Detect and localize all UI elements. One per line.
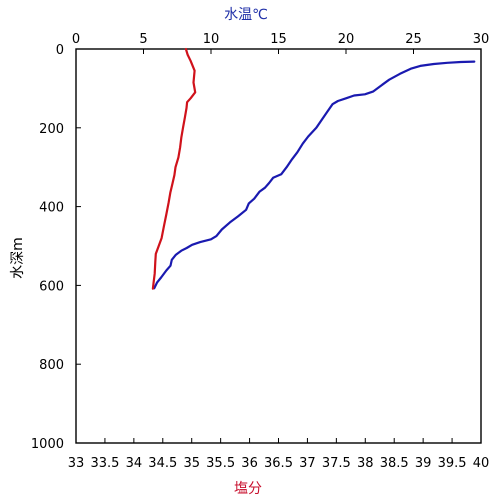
bottom-x-tick-label: 38.5	[380, 456, 409, 471]
left-axis-title: 水深m	[10, 237, 26, 279]
bottom-x-tick-label: 37	[299, 456, 316, 471]
bottom-x-tick-label: 35	[183, 456, 200, 471]
top-x-tick-label: 15	[270, 32, 287, 47]
bottom-x-tick-label: 34	[126, 456, 143, 471]
y-tick-label: 600	[39, 279, 64, 294]
temperature-profile-line	[153, 60, 476, 290]
bottom-x-tick-label: 36	[241, 456, 258, 471]
y-tick-label: 200	[39, 122, 64, 137]
bottom-x-tick-label: 39.5	[438, 456, 467, 471]
y-tick-label: 800	[39, 358, 64, 373]
top-x-tick-label: 30	[473, 32, 490, 47]
bottom-x-tick-label: 33	[68, 456, 85, 471]
bottom-x-tick-label: 37.5	[322, 456, 351, 471]
bottom-x-tick-label: 40	[473, 456, 490, 471]
top-x-tick-label: 25	[405, 32, 422, 47]
bottom-x-tick-label: 38	[357, 456, 374, 471]
y-tick-label: 400	[39, 201, 64, 216]
bottom-x-tick-label: 33.5	[90, 456, 119, 471]
top-x-tick-label: 0	[72, 32, 80, 47]
bottom-axis-title: 塩分	[234, 481, 262, 497]
top-x-tick-label: 5	[139, 32, 147, 47]
bottom-x-axis-ticks: 33 33.5 34 34.5 35 35.5 36 36.5 37 37.5 38 38.5 39 39…	[68, 438, 490, 471]
top-x-axis-ticks: 0 5 10 15 20 25 30	[72, 32, 489, 54]
top-axis-title: 水温℃	[224, 7, 268, 23]
salinity-profile-line	[151, 47, 197, 290]
top-x-tick-label: 10	[203, 32, 220, 47]
bottom-x-tick-label: 35.5	[206, 456, 235, 471]
top-x-tick-label: 20	[338, 32, 355, 47]
y-axis-ticks: 0 200 400 600 800 1000	[31, 43, 81, 452]
series-layer	[151, 47, 476, 290]
bottom-x-tick-label: 34.5	[148, 456, 177, 471]
y-tick-label: 1000	[31, 437, 64, 452]
bottom-x-tick-label: 36.5	[264, 456, 293, 471]
bottom-x-tick-label: 39	[415, 456, 432, 471]
y-tick-label: 0	[56, 43, 64, 58]
